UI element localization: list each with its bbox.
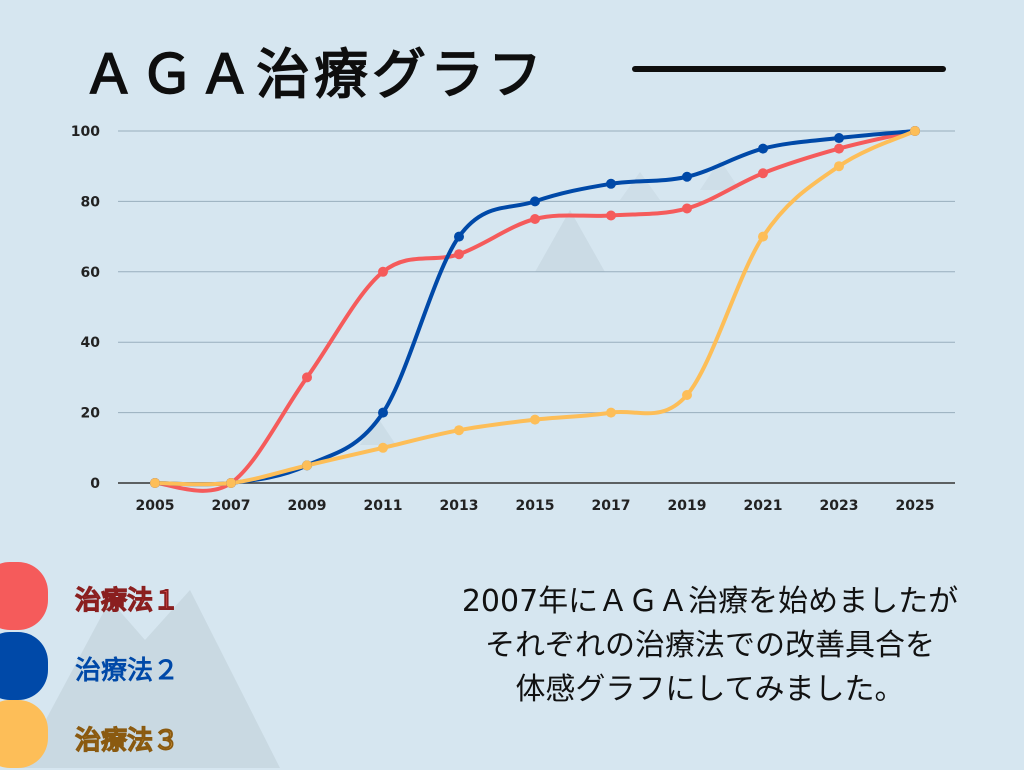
- legend-swatch-1: [0, 562, 48, 630]
- x-tick-label-10: 2025: [896, 498, 935, 514]
- data-point-s3-4: [454, 425, 464, 436]
- data-point-s2-9: [834, 133, 844, 144]
- data-point-s2-7: [682, 171, 692, 182]
- legend-swatch-3: [0, 700, 48, 768]
- data-point-s2-5: [530, 196, 540, 207]
- data-point-s3-10: [910, 126, 920, 136]
- data-point-s3-5: [530, 414, 540, 425]
- data-point-s3-0: [150, 478, 160, 488]
- y-tick-label-4: 80: [81, 194, 101, 210]
- data-point-s3-3: [378, 442, 388, 453]
- series-line-2: [153, 129, 917, 487]
- x-tick-label-8: 2021: [744, 498, 783, 514]
- chart-tick-labels: 0 20 40 60 80 100 2005 2007 2009 2011 2013 2015 2017…: [71, 124, 935, 514]
- caption-line-3: 体感グラフにしてみました。: [515, 672, 905, 707]
- data-point-s1-3: [378, 266, 388, 277]
- data-point-s2-8: [758, 143, 768, 154]
- data-point-s3-1: [226, 478, 236, 488]
- data-point-s2-3: [378, 407, 388, 418]
- chart-grid: [118, 130, 955, 484]
- x-tick-label-9: 2023: [820, 498, 859, 514]
- data-point-s2-6: [606, 178, 616, 189]
- y-tick-label-0: 0: [90, 476, 100, 492]
- y-tick-label-5: 100: [71, 124, 100, 140]
- x-tick-label-0: 2005: [136, 498, 175, 514]
- legend-swatch-2: [0, 632, 48, 700]
- chart-series: [153, 129, 917, 493]
- legend-label-2: 治療法２: [75, 656, 180, 686]
- legend-label-3: 治療法３: [74, 726, 180, 757]
- x-tick-label-6: 2017: [592, 498, 631, 514]
- data-point-s3-6: [606, 407, 616, 418]
- x-tick-label-2: 2009: [288, 498, 327, 514]
- legend-label-1: 治療法１: [74, 586, 180, 617]
- data-point-s1-6: [606, 210, 616, 221]
- data-point-s3-8: [758, 231, 768, 242]
- caption-line-1: 2007年にＡＧＡ治療を始めましたが: [461, 584, 959, 619]
- y-tick-label-2: 40: [81, 335, 101, 351]
- caption-line-2: それぞれの治療法での改善具合を: [485, 628, 935, 663]
- y-tick-label-1: 20: [81, 406, 101, 422]
- series-line-3: [153, 129, 917, 487]
- x-tick-label-4: 2013: [440, 498, 479, 514]
- data-point-s2-4: [454, 231, 464, 242]
- data-point-s1-4: [454, 249, 464, 260]
- caption: 2007年にＡＧＡ治療を始めましたが それぞれの治療法での改善具合を 体感グラフ…: [400, 580, 1020, 712]
- x-tick-label-7: 2019: [668, 498, 707, 514]
- x-tick-label-1: 2007: [212, 498, 251, 514]
- x-tick-label-3: 2011: [364, 498, 403, 514]
- data-point-s1-2: [302, 372, 312, 383]
- page-title: ＡＧＡ治療グラフ: [82, 43, 546, 106]
- title-underline: [632, 66, 946, 72]
- data-point-s1-7: [682, 203, 692, 214]
- data-point-s1-5: [530, 214, 540, 224]
- data-point-s3-9: [834, 161, 844, 172]
- line-chart: 0 20 40 60 80 100 2005 2007 2009 2011 2013 2015 2017…: [71, 124, 955, 514]
- series-line-1: [153, 129, 917, 493]
- y-tick-label-3: 60: [81, 265, 101, 281]
- data-point-s3-2: [302, 460, 312, 471]
- x-tick-label-5: 2015: [516, 498, 555, 514]
- data-point-s1-9: [834, 143, 844, 154]
- data-point-s3-7: [682, 390, 692, 400]
- chart-points: [150, 126, 920, 488]
- data-point-s1-8: [758, 168, 768, 179]
